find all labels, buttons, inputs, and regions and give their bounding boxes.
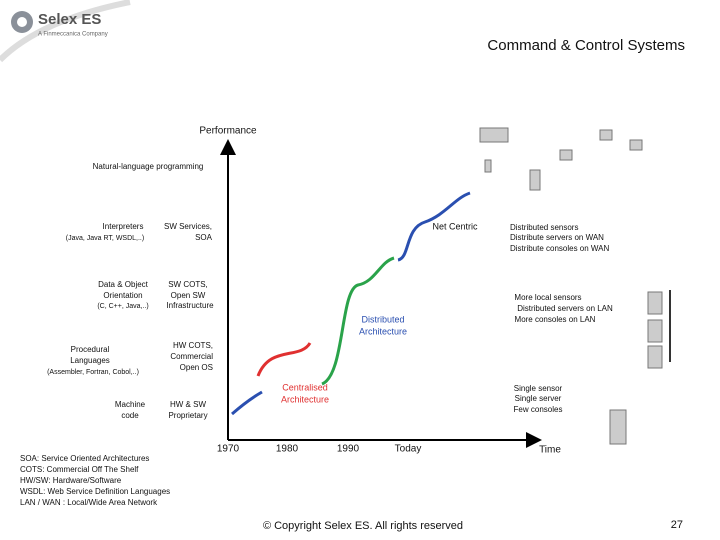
label: Proprietary [168, 411, 207, 420]
label: Infrastructure [166, 301, 214, 310]
description: Distribute servers on WAN [510, 233, 604, 242]
curve-label: Net Centric [432, 221, 478, 231]
description: More consoles on LAN [515, 315, 596, 324]
label: Commercial [170, 352, 213, 361]
title: Command & Control Systems [487, 37, 685, 54]
description: Few consoles [514, 405, 563, 414]
y-label: Performance [199, 126, 257, 137]
label: HW COTS, [173, 341, 213, 350]
curve-label: Architecture [359, 326, 407, 336]
label: SW COTS, [168, 280, 208, 289]
network-icons [479, 127, 671, 445]
label: (Assembler, Fortran, Cobol,..) [47, 369, 139, 376]
label: Procedural [71, 345, 110, 354]
label: Interpreters [103, 222, 144, 231]
description: Distribute consoles on WAN [510, 244, 610, 253]
curve [321, 256, 395, 386]
label: Orientation [103, 291, 142, 300]
curve [397, 191, 471, 262]
label: code [121, 411, 139, 420]
curve-label: Architecture [281, 394, 329, 404]
glossary: SOA: Service Oriented Architectures [20, 454, 149, 463]
glossary: LAN / WAN : Local/Wide Area Network [20, 498, 158, 507]
x-tick-label: 1970 [217, 444, 240, 455]
label: (C, C++, Java,..) [97, 303, 148, 310]
description: More local sensors [514, 293, 581, 302]
label: Machine [115, 400, 146, 409]
label: Open SW [171, 291, 206, 300]
label: Natural-language programming [93, 162, 204, 171]
curve [256, 342, 312, 377]
logo: Selex ES [38, 11, 101, 28]
x-tick-label: Today [395, 444, 422, 455]
x-tick-label: 1980 [276, 444, 299, 455]
curve-label: Centralised [282, 382, 328, 392]
x-tick-label: 1990 [337, 444, 360, 455]
description: Single sensor [514, 384, 563, 393]
label: Data & Object [98, 280, 149, 289]
glossary: WSDL: Web Service Definition Languages [20, 487, 170, 496]
description: Distributed servers on LAN [517, 304, 613, 313]
label: SOA [195, 233, 213, 242]
label: SW Services, [164, 222, 212, 231]
logo-sub: A Finmeccanica Company [38, 32, 108, 38]
description: Distributed sensors [510, 223, 578, 232]
curve [231, 390, 263, 416]
x-label: Time [539, 445, 561, 456]
page-number: 27 [671, 519, 683, 531]
glossary: COTS: Commercial Off The Shelf [20, 465, 139, 474]
copyright: © Copyright Selex ES. All rights reserve… [263, 520, 463, 532]
glossary: HW/SW: Hardware/Software [20, 476, 122, 485]
curve-label: Distributed [361, 314, 404, 324]
label: Open OS [180, 363, 213, 372]
label: Languages [70, 356, 110, 365]
label: HW & SW [170, 400, 206, 409]
label: (Java, Java RT, WSDL,..) [66, 235, 144, 242]
logo-icon [17, 17, 27, 27]
description: Single server [515, 394, 562, 403]
decor-curve [0, 0, 131, 63]
